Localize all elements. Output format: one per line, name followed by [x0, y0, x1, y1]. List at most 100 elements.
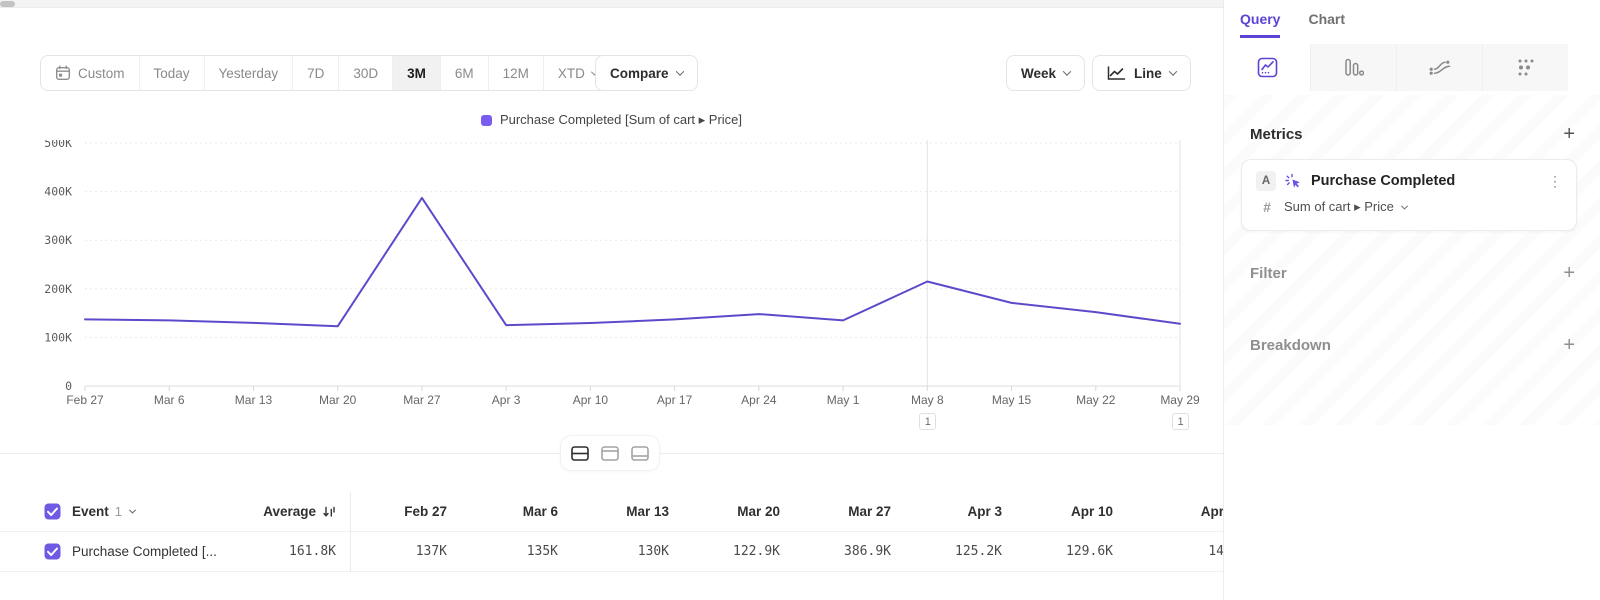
filter-title: Filter: [1250, 264, 1287, 282]
table-cell-value: 386.9K: [844, 544, 891, 559]
granularity-button[interactable]: Week: [1006, 55, 1086, 91]
chart-type-button[interactable]: Line: [1092, 55, 1191, 91]
results-table: Event 1 Average Feb 27 Mar 6 Mar 13 Mar 20 M…: [0, 492, 1223, 572]
metric-aggregation[interactable]: Sum of cart ▸ Price: [1284, 199, 1394, 214]
range-option-custom[interactable]: Custom: [41, 56, 140, 90]
granularity-label: Week: [1021, 65, 1057, 81]
chart-type-insights-button[interactable]: [1224, 44, 1310, 91]
layout-toggle: [561, 436, 659, 470]
table-column-header[interactable]: Apr 10: [1070, 504, 1113, 519]
y-axis-label: 200K: [44, 282, 72, 296]
annotation-badge[interactable]: 1: [919, 413, 937, 430]
x-axis-label: Mar 27: [403, 393, 441, 407]
add-filter-button[interactable]: +: [1563, 262, 1575, 284]
table-column-header[interactable]: Mar 6: [522, 504, 558, 519]
trend-chart[interactable]: 0 100K 200K 300K 400K 500K Feb 27 Mar 6 Mar 13 Ma…: [0, 136, 1223, 435]
x-axis-label: Mar 13: [235, 393, 273, 407]
y-axis-label: 100K: [44, 330, 72, 344]
horizontal-scrollbar-thumb[interactable]: [0, 1, 15, 7]
report-main-panel: Custom Today Yesterday 7D 30D 3M 6M 12M XTD Comp…: [0, 0, 1223, 572]
table-header-row: Event 1 Average Feb 27 Mar 6 Mar 13 Mar 20 M…: [0, 492, 1223, 532]
table-cell-value: 122.9K: [733, 544, 780, 559]
layout-split-button[interactable]: [565, 439, 595, 467]
x-axis-label: Mar 6: [154, 393, 185, 407]
horizontal-scrollbar[interactable]: [0, 0, 1223, 8]
range-option-label: 6M: [454, 65, 474, 81]
layout-chart-only-button[interactable]: [595, 439, 625, 467]
date-range-selector: Custom Today Yesterday 7D 30D 3M 6M 12M XTD: [40, 55, 612, 91]
tab-chart[interactable]: Chart: [1308, 11, 1346, 27]
line-chart-icon: [1107, 65, 1126, 81]
chart-type-flows-button[interactable]: [1396, 44, 1482, 91]
table-column-header[interactable]: Mar 27: [848, 504, 891, 519]
average-value: 161.8K: [289, 544, 336, 559]
range-option-12m[interactable]: 12M: [489, 56, 544, 90]
y-axis-label: 500K: [44, 140, 72, 150]
x-axis-label: Apr 17: [657, 393, 693, 407]
range-option-6m[interactable]: 6M: [441, 56, 489, 90]
add-metric-button[interactable]: +: [1563, 123, 1575, 145]
trend-line-series: [84, 196, 1181, 328]
event-count: 1: [114, 504, 122, 519]
table-column-header[interactable]: Mar 20: [737, 504, 780, 519]
chart-legend[interactable]: Purchase Completed [Sum of cart ▸ Price]: [0, 112, 1223, 128]
range-option-label: 3M: [407, 65, 426, 81]
table-column-header[interactable]: Feb 27: [404, 504, 447, 519]
range-option-7d[interactable]: 7D: [293, 56, 340, 90]
x-axis-label: Mar 20: [319, 393, 357, 407]
add-breakdown-button[interactable]: +: [1563, 334, 1575, 356]
event-column-label[interactable]: Event: [72, 504, 109, 519]
compare-button[interactable]: Compare: [595, 55, 698, 91]
metric-letter-badge: A: [1256, 171, 1276, 191]
chart-type-switcher: [1224, 44, 1568, 91]
y-axis-label: 0: [65, 379, 72, 393]
table-cell-value: 137K: [415, 544, 447, 559]
chevron-down-icon: [1168, 67, 1178, 76]
x-axis-label: May 22: [1076, 393, 1116, 407]
metric-card[interactable]: A Purchase Completed ⋮ # Sum of cart ▸ P…: [1241, 159, 1577, 231]
watermark-pattern: [1224, 95, 1600, 425]
breakdown-title: Breakdown: [1250, 336, 1331, 354]
chevron-down-icon[interactable]: [128, 506, 137, 514]
table-cell-value: 129.6K: [1066, 544, 1113, 559]
range-option-today[interactable]: Today: [140, 56, 205, 90]
x-axis-label: Feb 27: [66, 393, 104, 407]
row-checkbox[interactable]: [44, 543, 61, 560]
legend-label: Purchase Completed [Sum of cart ▸ Price]: [499, 112, 743, 127]
tab-query[interactable]: Query: [1240, 11, 1281, 38]
table-cell-value: 130K: [637, 544, 669, 559]
series-name: Purchase Completed [...: [72, 544, 217, 559]
range-option-30d[interactable]: 30D: [339, 56, 394, 90]
chart-type-funnel-button[interactable]: [1310, 44, 1396, 91]
annotation-badge[interactable]: 1: [1172, 413, 1189, 430]
calendar-icon: [56, 65, 71, 81]
range-option-label: Custom: [78, 65, 125, 81]
chevron-down-icon: [1062, 67, 1072, 76]
table-cell-value: 14: [1208, 544, 1223, 559]
y-axis-label: 400K: [44, 185, 72, 199]
chart-type-more-button[interactable]: [1482, 44, 1568, 91]
average-column-label[interactable]: Average: [263, 504, 316, 519]
table-column-header[interactable]: Mar 13: [626, 504, 669, 519]
table-data-row[interactable]: Purchase Completed [... 161.8K 137K 135K 1…: [0, 532, 1223, 572]
range-option-label: 7D: [307, 65, 325, 81]
layout-table-only-button[interactable]: [625, 439, 655, 467]
range-option-label: Today: [153, 65, 190, 81]
query-builder-sidebar: Query Chart Metrics + A Purchase Complet…: [1223, 0, 1600, 600]
event-spark-icon: [1285, 173, 1302, 190]
table-cell-value: 135K: [526, 544, 558, 559]
sidebar-tabs: Query Chart: [1240, 11, 1345, 38]
select-all-checkbox[interactable]: [44, 503, 61, 520]
range-option-3m[interactable]: 3M: [393, 56, 441, 90]
x-axis-label: May 15: [992, 393, 1032, 407]
trend-chart-svg: 0 100K 200K 300K 400K 500K Feb 27 Mar 6 Mar 13 Ma…: [44, 136, 1200, 407]
x-axis-label: May 1: [827, 393, 860, 407]
table-column-header[interactable]: Apr 3: [967, 504, 1002, 519]
metric-options-icon[interactable]: ⋮: [1548, 172, 1562, 189]
table-column-header[interactable]: Apr: [1200, 504, 1223, 519]
range-option-label: XTD: [557, 65, 585, 81]
table-cell-value: 125.2K: [955, 544, 1002, 559]
range-option-yesterday[interactable]: Yesterday: [205, 56, 294, 90]
sort-descending-icon[interactable]: [322, 505, 336, 519]
range-option-xtd[interactable]: XTD: [544, 56, 611, 90]
